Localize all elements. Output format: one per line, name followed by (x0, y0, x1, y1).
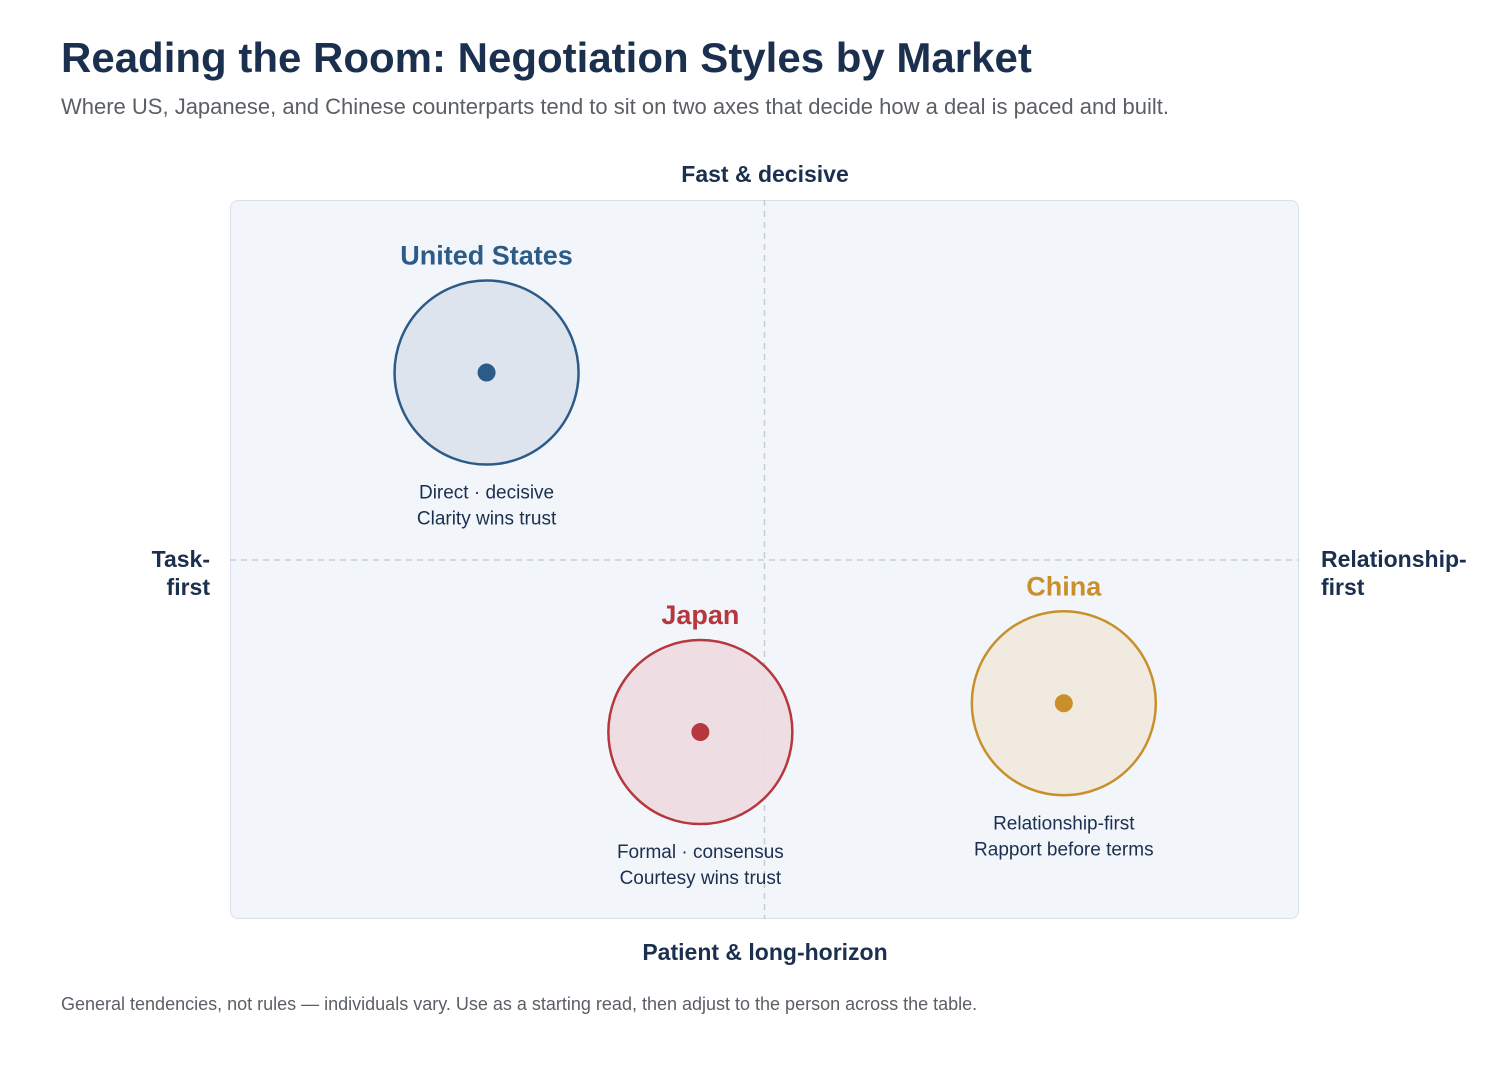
axis-label-right: Relationship- first (1321, 545, 1491, 601)
axis-label-right-line: first (1321, 574, 1365, 600)
axis-label-bottom: Patient & long-horizon (642, 939, 888, 965)
footnote: General tendencies, not rules — individu… (61, 994, 978, 1014)
page-title: Reading the Room: Negotiation Styles by … (61, 34, 1032, 81)
market-name-china: China (1026, 571, 1102, 601)
market-note-china: Rapport before terms (974, 839, 1154, 860)
market-dot-japan (691, 723, 710, 742)
axis-label-right-line: Relationship- (1321, 546, 1467, 572)
axis-label-left-line: Task- (151, 546, 210, 572)
market-note-us: Clarity wins trust (417, 509, 557, 530)
market-name-japan: Japan (661, 600, 739, 630)
market-dot-us (477, 363, 496, 382)
market-note-us: Direct · decisive (419, 483, 554, 504)
axis-label-left: Task- first (110, 545, 210, 601)
market-note-japan: Courtesy wins trust (620, 868, 782, 889)
axis-label-left-line: first (166, 574, 210, 600)
axis-label-top: Fast & decisive (681, 161, 849, 187)
market-note-japan: Formal · consensus (617, 842, 784, 863)
market-dot-china (1054, 694, 1073, 713)
market-note-china: Relationship-first (993, 813, 1135, 834)
market-name-us: United States (400, 241, 573, 271)
page-subtitle: Where US, Japanese, and Chinese counterp… (61, 94, 1170, 119)
